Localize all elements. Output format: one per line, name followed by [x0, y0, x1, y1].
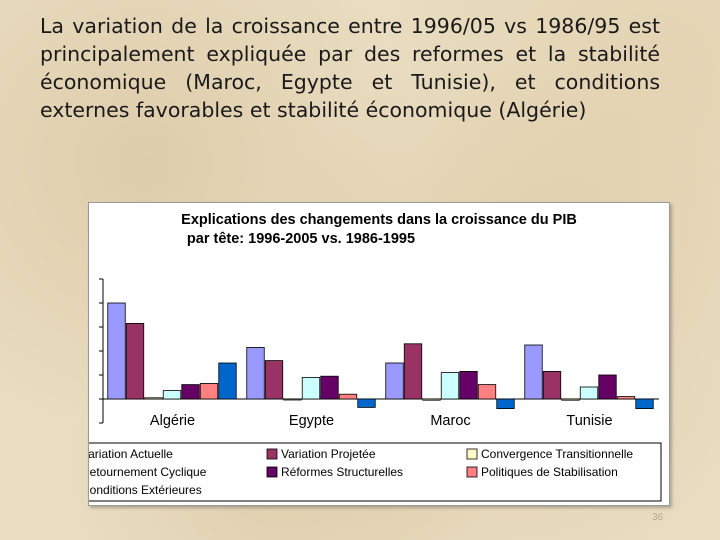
category-label: Tunisie [566, 413, 612, 429]
bar [107, 302, 126, 400]
bar [283, 398, 302, 401]
bar [440, 372, 460, 400]
bar [162, 390, 182, 400]
bar [616, 396, 636, 400]
legend-box [89, 442, 662, 502]
chart-title-line-1: Explications des changements dans la cro… [181, 212, 577, 228]
bar [246, 346, 265, 400]
bar [264, 360, 284, 400]
legend-swatch [466, 466, 478, 478]
bar [144, 397, 163, 400]
bar [218, 362, 237, 400]
bar [477, 384, 497, 400]
legend-swatch [266, 448, 278, 460]
bar [422, 398, 441, 401]
category-label: Algérie [150, 413, 195, 429]
bar [403, 343, 423, 400]
legend-swatch [466, 448, 478, 460]
bar [579, 386, 599, 400]
bar [542, 370, 562, 400]
legend-label: Variation Actuelle [89, 447, 173, 461]
legend-label: Variation Projetée [281, 447, 376, 461]
bar-chart: Explications des changements dans la cro… [89, 212, 662, 502]
bar [199, 382, 219, 400]
bar [524, 344, 543, 400]
chart-title-line-2: par tête: 1996-2005 vs. 1986-1995 [187, 231, 415, 247]
legend: Variation Actuelle Variation Projetée Conv… [89, 442, 662, 502]
legend-label: Réformes Structurelles [281, 465, 403, 479]
legend-label: Convergence Transitionnelle [481, 447, 633, 461]
bar [357, 398, 376, 408]
legend-swatch [266, 466, 278, 478]
category-label: Egypte [289, 413, 334, 429]
bar [338, 393, 358, 400]
bar [125, 323, 145, 400]
bar [301, 376, 321, 400]
bar [561, 398, 580, 401]
bar [496, 398, 515, 409]
legend-label: Retournement Cyclique [89, 465, 207, 479]
category-label: Maroc [430, 413, 470, 429]
bar [385, 362, 404, 400]
legend-label: Conditions Extérieures [89, 483, 202, 497]
bar [181, 384, 200, 400]
bar [635, 398, 654, 409]
bar [320, 375, 339, 400]
plot-area: -1012345AlgérieEgypteMarocTunisie [99, 278, 659, 429]
bar [459, 370, 478, 400]
chart-frame: Explications des changements dans la cro… [88, 202, 670, 506]
page-number: 36 [652, 512, 664, 523]
slide-text: La variation de la croissance entre 1996… [40, 14, 660, 122]
bar [598, 374, 617, 400]
legend-label: Politiques de Stabilisation [481, 465, 618, 479]
